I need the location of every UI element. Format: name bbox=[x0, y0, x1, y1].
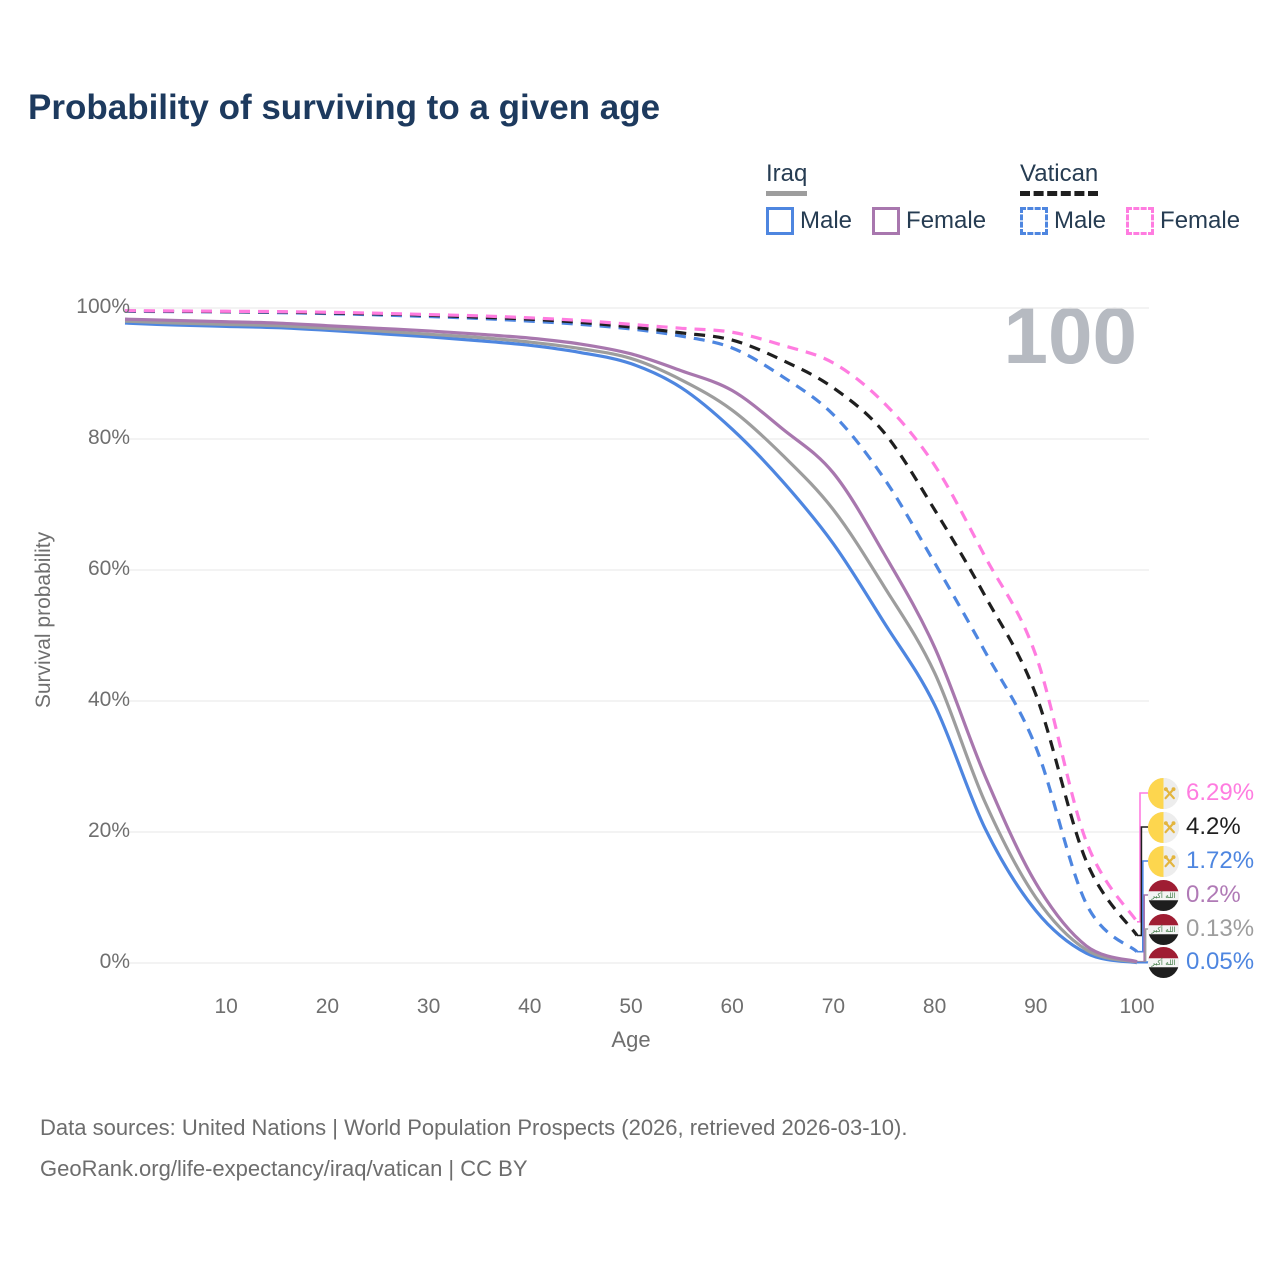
footer-sources: Data sources: United Nations | World Pop… bbox=[40, 1115, 908, 1140]
y-tick-0%: 0% bbox=[99, 950, 130, 973]
end-label-iraq-female: الله أكبر 0.2% bbox=[1148, 879, 1241, 911]
iraq-flag-icon: الله أكبر bbox=[1148, 946, 1179, 978]
vatican-flag-icon bbox=[1148, 811, 1179, 843]
end-label-value: 0.13% bbox=[1186, 915, 1255, 942]
x-tick-10: 10 bbox=[214, 995, 238, 1018]
legend-group-iraq: Iraq Male Female bbox=[766, 160, 986, 235]
legend-swatch-icon bbox=[766, 207, 794, 235]
age-watermark: 100 bbox=[1003, 291, 1137, 380]
y-tick-20%: 20% bbox=[87, 819, 130, 842]
legend-header-iraq[interactable]: Iraq bbox=[766, 160, 808, 196]
legend-swatch-icon bbox=[1020, 207, 1048, 235]
y-tick-100%: 100% bbox=[76, 295, 130, 318]
legend-header-vatican[interactable]: Vatican bbox=[1020, 160, 1099, 196]
end-label-value: 0.2% bbox=[1186, 881, 1241, 908]
svg-text:الله أكبر: الله أكبر bbox=[1150, 924, 1175, 934]
end-label-iraq-male: الله أكبر 0.05% bbox=[1148, 946, 1254, 978]
legend-item-label: Female bbox=[906, 207, 987, 234]
x-tick-90: 90 bbox=[1024, 995, 1048, 1018]
x-tick-60: 60 bbox=[720, 995, 744, 1018]
vatican-flag-icon bbox=[1148, 777, 1179, 809]
x-tick-20: 20 bbox=[315, 995, 340, 1018]
series-line-vatican-male[interactable] bbox=[124, 309, 1139, 953]
iraq-flag-icon: الله أكبر bbox=[1148, 946, 1179, 978]
page-title: Probability of surviving to a given age bbox=[28, 88, 661, 127]
series-line-iraq-both[interactable] bbox=[124, 319, 1138, 964]
y-tick-40%: 40% bbox=[87, 688, 130, 711]
end-label-value: 6.29% bbox=[1186, 779, 1255, 806]
vatican-flag-icon bbox=[1148, 845, 1179, 877]
legend-item-label: Male bbox=[800, 207, 853, 234]
end-label-vatican-male: 1.72% bbox=[1148, 845, 1254, 877]
legend-group-vatican: Vatican Male Female bbox=[1020, 160, 1240, 235]
x-tick-70: 70 bbox=[821, 995, 846, 1018]
x-axis-title: Age bbox=[611, 1027, 651, 1052]
end-label-connector-vatican-both bbox=[1137, 826, 1150, 937]
iraq-flag-icon: الله أكبر bbox=[1148, 879, 1179, 911]
svg-text:الله أكبر: الله أكبر bbox=[1150, 890, 1175, 900]
legend-item-label: Female bbox=[1160, 207, 1241, 234]
end-label-connector-vatican-male bbox=[1137, 860, 1150, 953]
iraq-flag-icon: الله أكبر bbox=[1148, 879, 1179, 911]
legend-item-vatican-female[interactable]: Female bbox=[1126, 207, 1240, 235]
series-line-iraq-male[interactable] bbox=[124, 321, 1138, 965]
x-tick-100: 100 bbox=[1119, 995, 1155, 1018]
legend-swatch-icon bbox=[1126, 207, 1155, 235]
x-tick-40: 40 bbox=[518, 995, 542, 1018]
end-label-vatican-both: 4.2% bbox=[1148, 811, 1241, 843]
end-label-value: 1.72% bbox=[1186, 847, 1255, 874]
end-label-iraq-both: الله أكبر 0.13% bbox=[1148, 913, 1254, 945]
y-tick-80%: 80% bbox=[87, 426, 130, 449]
vatican-flag-icon bbox=[1148, 845, 1179, 877]
end-label-value: 0.05% bbox=[1186, 948, 1255, 975]
legend-item-label: Male bbox=[1054, 207, 1107, 234]
series-line-iraq-female[interactable] bbox=[124, 317, 1138, 964]
legend-item-iraq-male[interactable]: Male bbox=[766, 207, 852, 235]
legend-item-vatican-male[interactable]: Male bbox=[1020, 207, 1106, 235]
footer: Data sources: United Nations | World Pop… bbox=[40, 1108, 907, 1189]
end-label-vatican-female: 6.29% bbox=[1148, 777, 1254, 809]
y-tick-60%: 60% bbox=[87, 557, 130, 580]
iraq-flag-icon: الله أكبر bbox=[1148, 913, 1179, 945]
end-label-value: 4.2% bbox=[1186, 813, 1241, 840]
x-tick-30: 30 bbox=[416, 995, 441, 1018]
footer-link[interactable]: GeoRank.org/life-expectancy/iraq/vatican… bbox=[40, 1155, 528, 1181]
iraq-flag-icon: الله أكبر bbox=[1148, 913, 1179, 945]
x-tick-50: 50 bbox=[619, 995, 643, 1018]
legend-item-iraq-female[interactable]: Female bbox=[872, 207, 986, 235]
x-tick-80: 80 bbox=[922, 995, 947, 1018]
end-label-connector-vatican-female bbox=[1137, 792, 1150, 923]
svg-text:الله أكبر: الله أكبر bbox=[1150, 957, 1175, 967]
legend-swatch-icon bbox=[872, 207, 901, 235]
series-line-vatican-both[interactable] bbox=[124, 309, 1139, 937]
vatican-flag-icon bbox=[1148, 811, 1179, 843]
vatican-flag-icon bbox=[1148, 777, 1179, 809]
